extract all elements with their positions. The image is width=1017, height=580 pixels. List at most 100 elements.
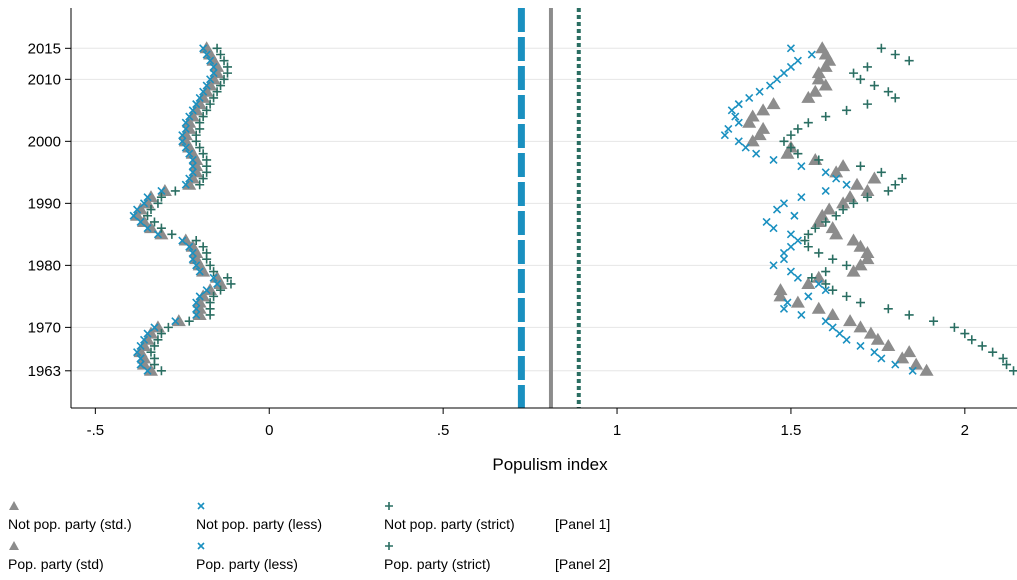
triangle-point: [196, 264, 211, 277]
plus-point: [904, 310, 914, 320]
x-point: [192, 310, 201, 320]
triangle-point: [137, 214, 152, 227]
x-point: [143, 193, 152, 202]
x-point: [766, 81, 775, 90]
plus-point: [198, 112, 208, 122]
plus-point: [1002, 360, 1012, 370]
x-point: [821, 286, 830, 295]
plus-point: [842, 260, 852, 270]
plus-point: [862, 99, 872, 109]
plus-point: [209, 93, 219, 103]
plus-point: [842, 291, 852, 301]
plus-point: [803, 229, 813, 239]
y-tick-label: 1980: [28, 257, 61, 274]
plus-point: [202, 254, 212, 264]
x-tick-label: 2: [961, 422, 969, 439]
plus-point: [209, 267, 219, 277]
triangle-point: [801, 90, 816, 103]
plus-point: [216, 81, 226, 91]
x-point: [188, 162, 197, 171]
triangle-point: [808, 152, 823, 165]
triangle-point: [811, 301, 826, 314]
x-point: [769, 224, 778, 233]
plus-point: [828, 285, 838, 295]
triangle-point: [154, 227, 169, 240]
plus-point: [143, 211, 153, 221]
triangle-point: [881, 338, 896, 351]
x-point: [143, 366, 152, 375]
plus-point: [779, 136, 789, 146]
x-point: [734, 137, 743, 146]
x-point: [192, 100, 201, 109]
triangle-point: [130, 208, 145, 221]
triangle-point: [189, 159, 204, 172]
legend: Not pop. party (std.) Not pop. party (le…: [0, 498, 1017, 580]
series-pop-party-std-: [742, 41, 934, 376]
reference-lines: [517, 8, 581, 408]
plus-point: [897, 174, 907, 184]
y-tick-label: 2000: [28, 133, 61, 150]
plus-point: [849, 68, 859, 78]
triangle-point: [811, 270, 826, 283]
y-tick-label: 1970: [28, 319, 61, 336]
triangle-point: [895, 351, 910, 364]
x-point: [772, 75, 782, 84]
plus-point: [849, 198, 859, 208]
x-point: [734, 118, 743, 127]
x-point: [752, 149, 761, 158]
x-point: [779, 255, 789, 264]
x-point: [199, 44, 208, 53]
plus-point: [821, 217, 831, 227]
x-point: [772, 205, 782, 214]
x-tick-label: .5: [437, 422, 450, 439]
plus-point: [960, 329, 970, 339]
triangle-point: [766, 97, 781, 110]
x-point: [807, 50, 816, 59]
x-point: [762, 217, 771, 227]
series-not-pop-party-strict-: [143, 43, 236, 376]
triangle-point: [192, 295, 207, 308]
panel-1-label: [Panel 1]: [555, 516, 611, 532]
x-marker-icon: [197, 542, 205, 550]
plus-point: [191, 136, 201, 146]
plus-point: [198, 242, 208, 252]
triangle-point: [919, 363, 934, 376]
triangle-point: [902, 345, 917, 358]
x-point: [213, 279, 222, 289]
plus-point: [786, 130, 796, 140]
plus-point: [803, 118, 813, 128]
triangle-marker-icon: [9, 501, 19, 510]
x-point: [842, 180, 851, 189]
triangle-point: [192, 307, 207, 320]
triangle-point: [801, 276, 816, 289]
triangle-point: [811, 72, 826, 85]
triangle-point: [909, 357, 924, 370]
triangle-point: [137, 351, 152, 364]
x-point: [783, 298, 792, 307]
triangle-marker-icon: [9, 541, 19, 550]
plus-point: [212, 43, 222, 53]
plus-point: [170, 186, 180, 196]
x-point: [181, 143, 190, 152]
x-point: [804, 292, 813, 301]
x-point: [195, 292, 204, 301]
plus-point: [876, 167, 886, 177]
plus-point: [202, 167, 212, 177]
legend-item-pop-less: Pop. party (less): [196, 538, 298, 572]
legend-label: Not pop. party (std.): [8, 516, 132, 532]
triangle-point: [182, 115, 197, 128]
x-point: [185, 242, 194, 251]
triangle-point: [143, 221, 158, 234]
x-tick-label: 1.5: [781, 422, 802, 439]
triangle-point: [742, 115, 757, 128]
plus-point: [146, 347, 156, 357]
triangle-point: [836, 196, 851, 209]
plus-point: [949, 322, 959, 332]
x-point: [129, 211, 138, 220]
triangle-point: [843, 314, 858, 327]
x-tick-label: 1: [613, 422, 621, 439]
x-tick-label: 0: [265, 422, 273, 439]
triangle-point: [143, 363, 158, 376]
x-point: [136, 217, 145, 227]
triangle-point: [867, 171, 882, 184]
